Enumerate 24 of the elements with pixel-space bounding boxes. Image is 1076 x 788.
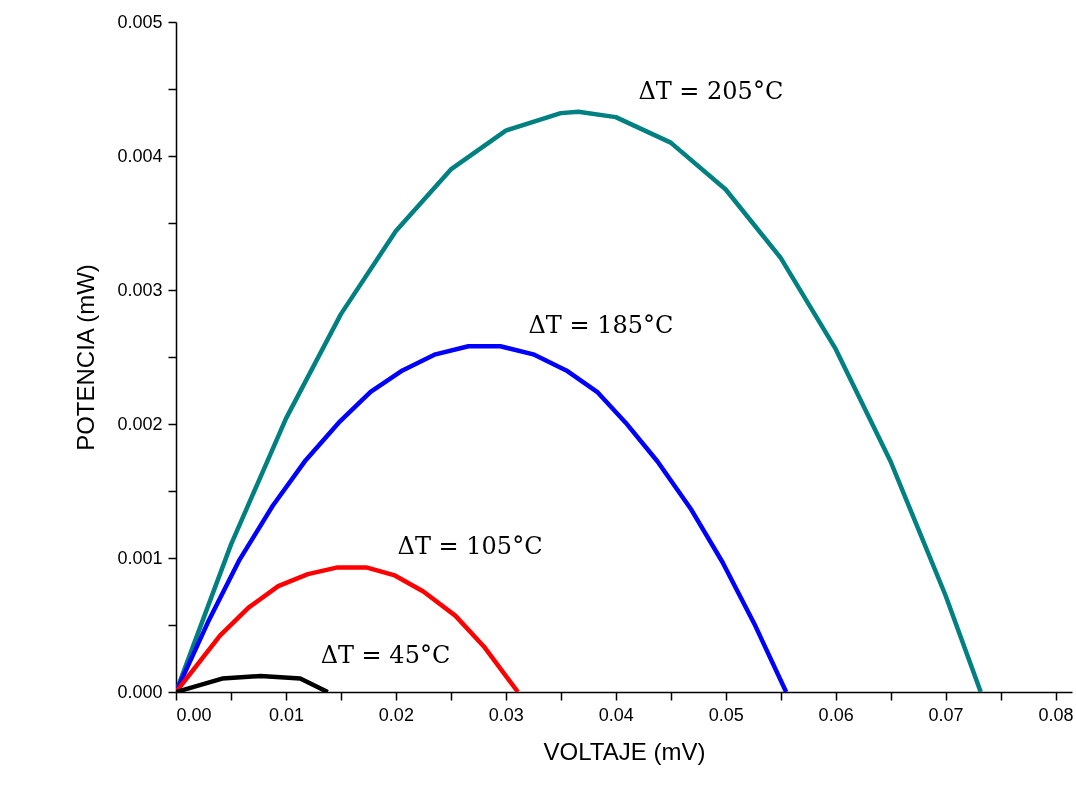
y-axis-title: POTENCIA (mW) [72, 264, 100, 451]
series-label: ΔT = 185°C [528, 311, 674, 340]
y-tick-label: 0.003 [117, 279, 163, 300]
x-tick-label: 0.07 [928, 704, 964, 725]
x-tick-label: 0.08 [1038, 704, 1074, 725]
x-tick-label: 0.00 [176, 704, 212, 725]
line-series [176, 109, 983, 692]
x-tick-label: 0.05 [708, 704, 744, 725]
line-series [176, 344, 789, 692]
line-series [176, 565, 521, 692]
y-tick-label: 0.002 [117, 413, 163, 434]
x-tick-label: 0.06 [818, 704, 854, 725]
y-tick-label: 0.000 [117, 681, 163, 702]
series-label: ΔT = 205°C [638, 76, 784, 105]
x-tick-label: 0.04 [598, 704, 634, 725]
x-tick-label: 0.03 [488, 704, 524, 725]
series-label: ΔT = 105°C [397, 532, 543, 561]
series-label: ΔT = 45°C [320, 640, 451, 669]
y-tick-label: 0.001 [117, 547, 163, 568]
x-axis-title: VOLTAJE (mV) [543, 737, 706, 765]
x-tick-label: 0.01 [268, 704, 304, 725]
x-tick-label: 0.02 [378, 704, 414, 725]
y-tick-label: 0.004 [117, 145, 163, 166]
y-tick-label: 0.005 [117, 11, 163, 32]
